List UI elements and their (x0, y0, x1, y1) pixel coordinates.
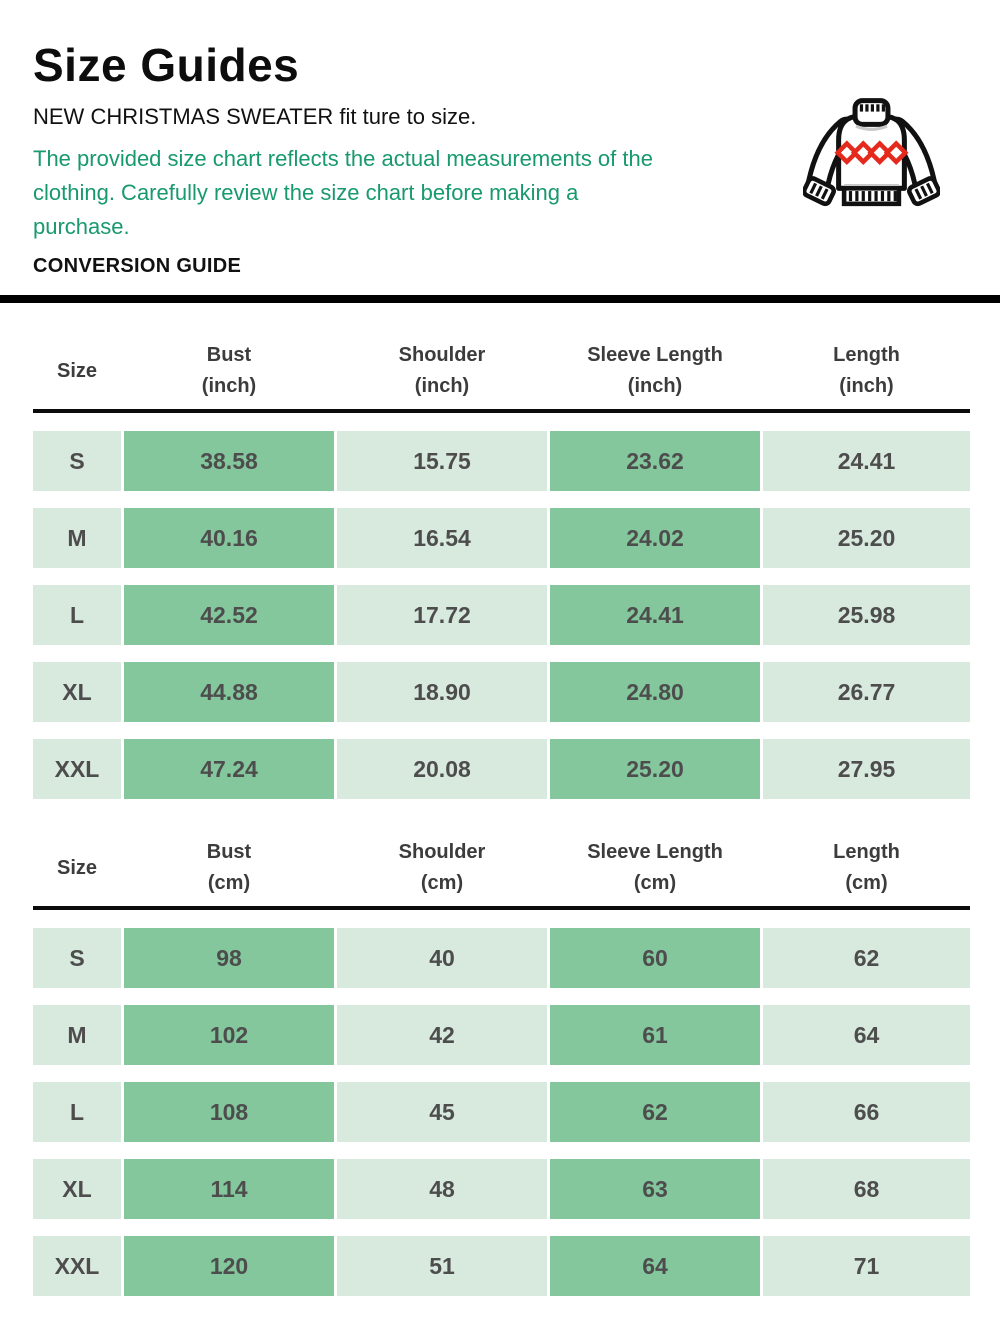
size-cell: XL (33, 1159, 121, 1219)
length-cell: 62 (763, 928, 970, 988)
sleeve-length-cell: 23.62 (550, 431, 760, 491)
table-row: L 108 45 62 66 (33, 1082, 970, 1142)
shoulder-cell: 18.90 (337, 662, 547, 722)
bust-cell: 47.24 (124, 739, 334, 799)
bust-cell: 38.58 (124, 431, 334, 491)
shoulder-cell: 16.54 (337, 508, 547, 568)
length-cell: 71 (763, 1236, 970, 1296)
table-row: S 98 40 60 62 (33, 928, 970, 988)
col-header-size: Size (56, 856, 98, 879)
sleeve-length-cell: 63 (550, 1159, 760, 1219)
length-cell: 66 (763, 1082, 970, 1142)
christmas-sweater-icon (801, 96, 942, 224)
shoulder-cell: 17.72 (337, 585, 547, 645)
table-row: XXL 47.24 20.08 25.20 27.95 (33, 739, 970, 799)
shoulder-cell: 51 (337, 1236, 547, 1296)
length-cell: 25.98 (763, 585, 970, 645)
size-cell: L (33, 1082, 121, 1142)
sleeve-length-cell: 24.41 (550, 585, 760, 645)
bust-cell: 42.52 (124, 585, 334, 645)
size-cell: S (33, 431, 121, 491)
conversion-guide-label: CONVERSION GUIDE (33, 255, 242, 277)
table-header-row: Size Bust (inch) Shoulder (inch) Sleeve Le… (33, 333, 970, 409)
length-cell: 64 (763, 1005, 970, 1065)
table-header-row: Size Bust (cm) Shoulder (cm) Sleeve Length… (33, 830, 970, 906)
length-cell: 26.77 (763, 662, 970, 722)
measurement-note: The provided size chart reflects the act… (33, 146, 653, 239)
col-header-length: Length (inch) (833, 344, 900, 397)
sleeve-length-cell: 60 (550, 928, 760, 988)
col-header-sleeve-length: Sleeve Length (cm) (587, 841, 723, 894)
page-title: Size Guides (33, 39, 300, 91)
col-header-sleeve-length: Sleeve Length (inch) (587, 344, 723, 397)
size-table-inch: Size Bust (inch) Shoulder (inch) Sleeve Le… (33, 333, 970, 799)
col-header-length: Length (cm) (833, 841, 900, 894)
bust-cell: 108 (124, 1082, 334, 1142)
header-rule (33, 906, 970, 910)
shoulder-cell: 48 (337, 1159, 547, 1219)
shoulder-cell: 40 (337, 928, 547, 988)
sleeve-length-cell: 62 (550, 1082, 760, 1142)
sleeve-length-cell: 24.80 (550, 662, 760, 722)
shoulder-cell: 45 (337, 1082, 547, 1142)
length-cell: 68 (763, 1159, 970, 1219)
col-header-bust: Bust (inch) (201, 344, 257, 397)
size-table-cm: Size Bust (cm) Shoulder (cm) Sleeve Length… (33, 830, 970, 1296)
shoulder-cell: 15.75 (337, 431, 547, 491)
shoulder-cell: 20.08 (337, 739, 547, 799)
section-divider (0, 295, 1000, 303)
col-header-size: Size (56, 359, 98, 382)
col-header-shoulder: Shoulder (inch) (398, 344, 486, 397)
bust-cell: 114 (124, 1159, 334, 1219)
sleeve-length-cell: 25.20 (550, 739, 760, 799)
col-header-bust: Bust (cm) (206, 841, 252, 894)
size-cell: M (33, 508, 121, 568)
bust-cell: 44.88 (124, 662, 334, 722)
fit-note: NEW CHRISTMAS SWEATER fit ture to size. (33, 104, 477, 129)
size-cell: L (33, 585, 121, 645)
shoulder-cell: 42 (337, 1005, 547, 1065)
size-cell: M (33, 1005, 121, 1065)
length-cell: 24.41 (763, 431, 970, 491)
table-row: L 42.52 17.72 24.41 25.98 (33, 585, 970, 645)
bust-cell: 120 (124, 1236, 334, 1296)
size-cell: XXL (33, 739, 121, 799)
table-row: M 102 42 61 64 (33, 1005, 970, 1065)
table-row: XXL 120 51 64 71 (33, 1236, 970, 1296)
length-cell: 25.20 (763, 508, 970, 568)
table-row: M 40.16 16.54 24.02 25.20 (33, 508, 970, 568)
col-header-shoulder: Shoulder (cm) (398, 841, 486, 894)
sleeve-length-cell: 64 (550, 1236, 760, 1296)
table-row: S 38.58 15.75 23.62 24.41 (33, 431, 970, 491)
bust-cell: 102 (124, 1005, 334, 1065)
size-cell: S (33, 928, 121, 988)
sleeve-length-cell: 24.02 (550, 508, 760, 568)
size-cell: XXL (33, 1236, 121, 1296)
header-rule (33, 409, 970, 413)
bust-cell: 98 (124, 928, 334, 988)
table-row: XL 44.88 18.90 24.80 26.77 (33, 662, 970, 722)
size-cell: XL (33, 662, 121, 722)
bust-cell: 40.16 (124, 508, 334, 568)
sleeve-length-cell: 61 (550, 1005, 760, 1065)
length-cell: 27.95 (763, 739, 970, 799)
table-row: XL 114 48 63 68 (33, 1159, 970, 1219)
